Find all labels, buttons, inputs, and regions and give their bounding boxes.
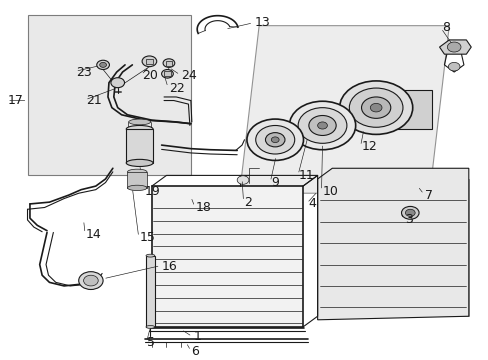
Text: 24: 24	[181, 69, 197, 82]
Polygon shape	[239, 26, 448, 193]
Circle shape	[317, 122, 327, 129]
Text: 4: 4	[307, 197, 315, 211]
Ellipse shape	[146, 254, 155, 257]
Circle shape	[142, 56, 157, 67]
Text: 8: 8	[441, 21, 449, 34]
Text: 12: 12	[361, 140, 377, 153]
Circle shape	[83, 275, 98, 286]
Text: 7: 7	[424, 189, 432, 202]
Polygon shape	[317, 168, 468, 320]
Circle shape	[339, 81, 412, 134]
Ellipse shape	[126, 126, 153, 132]
Circle shape	[163, 59, 174, 67]
Text: 6: 6	[190, 345, 198, 358]
Circle shape	[447, 62, 459, 71]
Text: 18: 18	[195, 201, 211, 214]
Circle shape	[246, 119, 303, 161]
Circle shape	[289, 101, 355, 150]
Bar	[127, 172, 147, 188]
Text: 19: 19	[144, 185, 160, 198]
Circle shape	[111, 78, 124, 88]
Bar	[163, 71, 170, 76]
Text: 2: 2	[244, 195, 252, 209]
Ellipse shape	[126, 159, 153, 166]
Text: 15: 15	[140, 231, 155, 244]
Polygon shape	[152, 186, 303, 327]
Circle shape	[97, 60, 109, 69]
Circle shape	[255, 126, 294, 154]
Ellipse shape	[127, 185, 147, 190]
Circle shape	[308, 116, 335, 135]
Text: 10: 10	[322, 185, 338, 198]
Polygon shape	[439, 40, 470, 54]
Circle shape	[100, 62, 106, 67]
Text: 1: 1	[193, 330, 201, 343]
Ellipse shape	[146, 325, 155, 328]
Circle shape	[237, 176, 248, 184]
Ellipse shape	[127, 169, 147, 175]
Circle shape	[348, 88, 402, 127]
Circle shape	[265, 132, 285, 147]
Bar	[146, 59, 153, 64]
Text: 21: 21	[86, 94, 102, 107]
Circle shape	[369, 103, 381, 112]
Polygon shape	[27, 15, 190, 175]
Circle shape	[298, 108, 346, 143]
Polygon shape	[400, 179, 468, 316]
Text: 9: 9	[271, 176, 279, 189]
Circle shape	[79, 272, 103, 289]
Bar	[165, 60, 172, 66]
Text: 11: 11	[299, 169, 314, 182]
Text: 23: 23	[76, 66, 92, 78]
Text: 16: 16	[161, 260, 177, 273]
Text: 5: 5	[147, 337, 155, 350]
Bar	[146, 256, 155, 327]
Text: 3: 3	[405, 213, 412, 226]
Circle shape	[271, 137, 279, 143]
Circle shape	[405, 209, 414, 216]
Circle shape	[161, 69, 173, 78]
Bar	[126, 129, 153, 163]
Ellipse shape	[128, 119, 150, 125]
Bar	[375, 90, 431, 129]
Text: 17: 17	[8, 94, 24, 107]
Text: 13: 13	[254, 15, 269, 28]
Circle shape	[361, 97, 390, 118]
Circle shape	[401, 206, 418, 219]
Circle shape	[447, 42, 460, 52]
Text: 22: 22	[168, 82, 184, 95]
Text: 14: 14	[86, 228, 102, 241]
Text: 20: 20	[142, 69, 158, 82]
